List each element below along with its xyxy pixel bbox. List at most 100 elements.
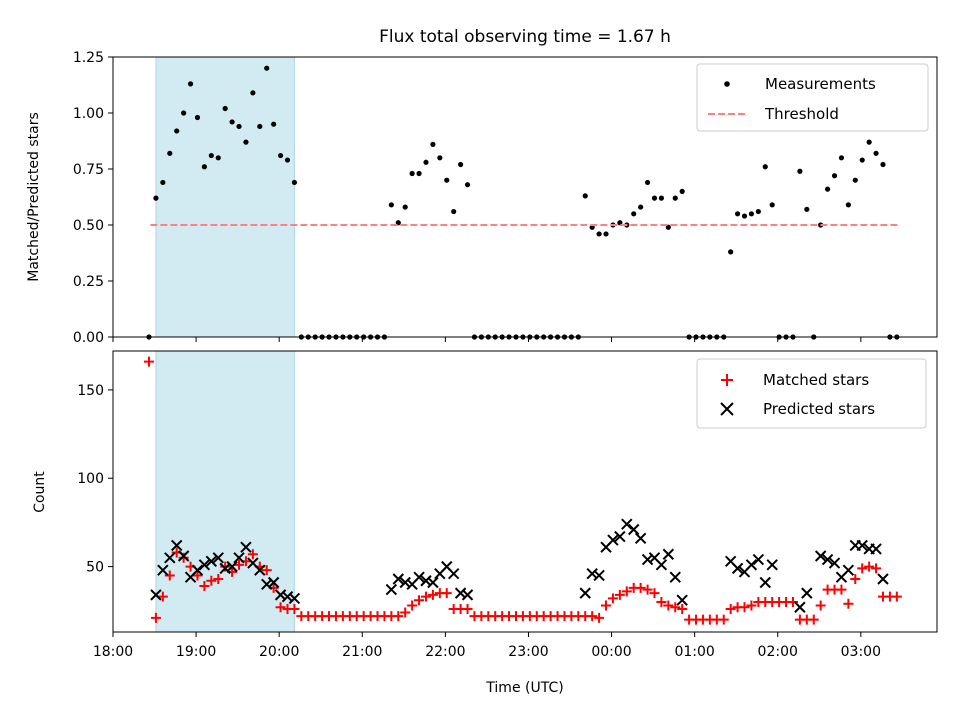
- predicted-stars-point: [794, 601, 806, 613]
- top-chart-title: Flux total observing time = 1.67 h: [379, 27, 671, 47]
- x-tick-label: 22:00: [425, 644, 465, 660]
- measurement-point: [208, 152, 214, 159]
- x-tick-label: 20:00: [259, 644, 299, 660]
- predicted-stars-point: [759, 576, 771, 589]
- matched-stars-point: [420, 591, 431, 602]
- matched-stars-point: [871, 563, 882, 574]
- matched-stars-point: [220, 561, 231, 572]
- predicted-stars-point: [801, 587, 813, 599]
- x-tick-label: 19:00: [176, 644, 216, 660]
- matched-stars-points: [144, 356, 902, 625]
- measurement-point: [797, 168, 803, 174]
- predicted-stars-point: [240, 541, 252, 553]
- predicted-stars-point: [593, 569, 605, 582]
- measurement-point: [603, 231, 609, 237]
- predicted-stars-point: [261, 578, 273, 590]
- matched-stars-point: [891, 591, 902, 602]
- y-tick-label: 0.00: [73, 330, 104, 346]
- predicted-stars-point: [205, 555, 218, 568]
- predicted-stars-point: [254, 564, 266, 576]
- legend-matched-marker: [721, 374, 733, 386]
- predicted-stars-point: [420, 575, 432, 587]
- legend-measurements-label: Measurements: [765, 75, 876, 93]
- predicted-stars-point: [164, 552, 176, 564]
- measurement-point: [866, 139, 872, 145]
- x-tick-label: 00:00: [591, 644, 631, 660]
- predicted-stars-point: [399, 576, 411, 589]
- matched-stars-point: [642, 584, 653, 595]
- measurement-point: [181, 110, 187, 116]
- top-y-axis-label: Matched/Predicted stars: [26, 112, 42, 282]
- measurement-point: [638, 204, 644, 210]
- predicted-stars-point: [628, 523, 640, 536]
- measurement-point: [582, 193, 588, 199]
- measurement-point: [804, 206, 810, 212]
- predicted-stars-point: [662, 548, 675, 560]
- predicted-stars-point: [766, 559, 778, 571]
- predicted-stars-point: [614, 530, 626, 543]
- y-tick-label: 1.25: [73, 50, 104, 66]
- measurement-point: [596, 231, 602, 237]
- measurement-point: [464, 182, 471, 188]
- measurement-point: [852, 177, 858, 183]
- x-tick-label: 01:00: [674, 644, 714, 660]
- legend-matched-label: Matched stars: [763, 371, 869, 389]
- predicted-stars-point: [157, 564, 169, 576]
- measurement-point: [859, 157, 865, 163]
- measurement-point: [437, 155, 443, 161]
- matched-stars-point: [427, 589, 438, 600]
- predicted-stars-point: [150, 589, 162, 601]
- bottom-x-ticks: 18:00 19:00 20:00 21:00 22:00 23:00 00:00 01:00…: [93, 632, 881, 660]
- predicted-stars-point: [821, 553, 834, 566]
- bottom-y-axis-label: Count: [32, 471, 48, 513]
- measurement-point: [402, 204, 408, 210]
- predicted-stars-point: [586, 567, 598, 580]
- bottom-panel: 50 100 150 18:00 19:00 20:00 21:00 22:00 23:00 0…: [32, 350, 938, 696]
- measurement-point: [644, 179, 651, 186]
- measurement-point: [728, 249, 734, 255]
- predicted-stars-point: [870, 543, 882, 555]
- measurement-point: [880, 161, 886, 168]
- measurement-point: [430, 141, 436, 147]
- measurement-point: [748, 211, 755, 217]
- measurement-point: [651, 195, 658, 201]
- y-tick-label: 0.50: [73, 218, 104, 234]
- x-tick-label: 21:00: [342, 644, 382, 660]
- bottom-x-axis-label: Time (UTC): [485, 680, 563, 696]
- measurement-point: [388, 202, 394, 208]
- measurement-point: [243, 139, 249, 145]
- predicted-stars-point: [191, 564, 204, 576]
- matched-stars-point: [414, 595, 425, 606]
- predicted-stars-point: [288, 592, 301, 605]
- predicted-stars-point: [607, 534, 619, 546]
- measurement-point: [762, 164, 768, 170]
- matched-stars-point: [407, 600, 418, 611]
- matched-stars-point: [192, 570, 203, 581]
- predicted-stars-point: [621, 518, 633, 530]
- predicted-stars-point: [212, 552, 224, 564]
- predicted-stars-point: [219, 562, 231, 575]
- matched-stars-point: [787, 596, 798, 607]
- measurement-point: [153, 195, 159, 201]
- matched-stars-point: [234, 559, 245, 570]
- measurement-point: [215, 155, 221, 161]
- measurement-point: [838, 155, 845, 161]
- matched-stars-point: [656, 596, 667, 607]
- measurement-point: [631, 211, 637, 217]
- x-tick-label: 03:00: [841, 644, 881, 660]
- matched-stars-point: [670, 602, 681, 613]
- predicted-stars-point: [392, 573, 404, 585]
- measurement-point: [444, 177, 450, 183]
- y-tick-label: 1.00: [73, 106, 104, 122]
- matched-stars-point: [808, 614, 819, 625]
- measurement-point: [824, 186, 831, 192]
- predicted-stars-point: [170, 539, 183, 552]
- predicted-stars-point: [752, 553, 765, 566]
- top-panel: 0.00 0.25 0.50 0.75 1.00 1.25 Flux total obse…: [26, 27, 938, 346]
- predicted-stars-point: [814, 550, 827, 562]
- measurement-point: [236, 123, 242, 130]
- predicted-stars-point: [877, 573, 889, 585]
- bottom-axes-frame: [112, 350, 938, 633]
- measurement-point: [277, 152, 284, 159]
